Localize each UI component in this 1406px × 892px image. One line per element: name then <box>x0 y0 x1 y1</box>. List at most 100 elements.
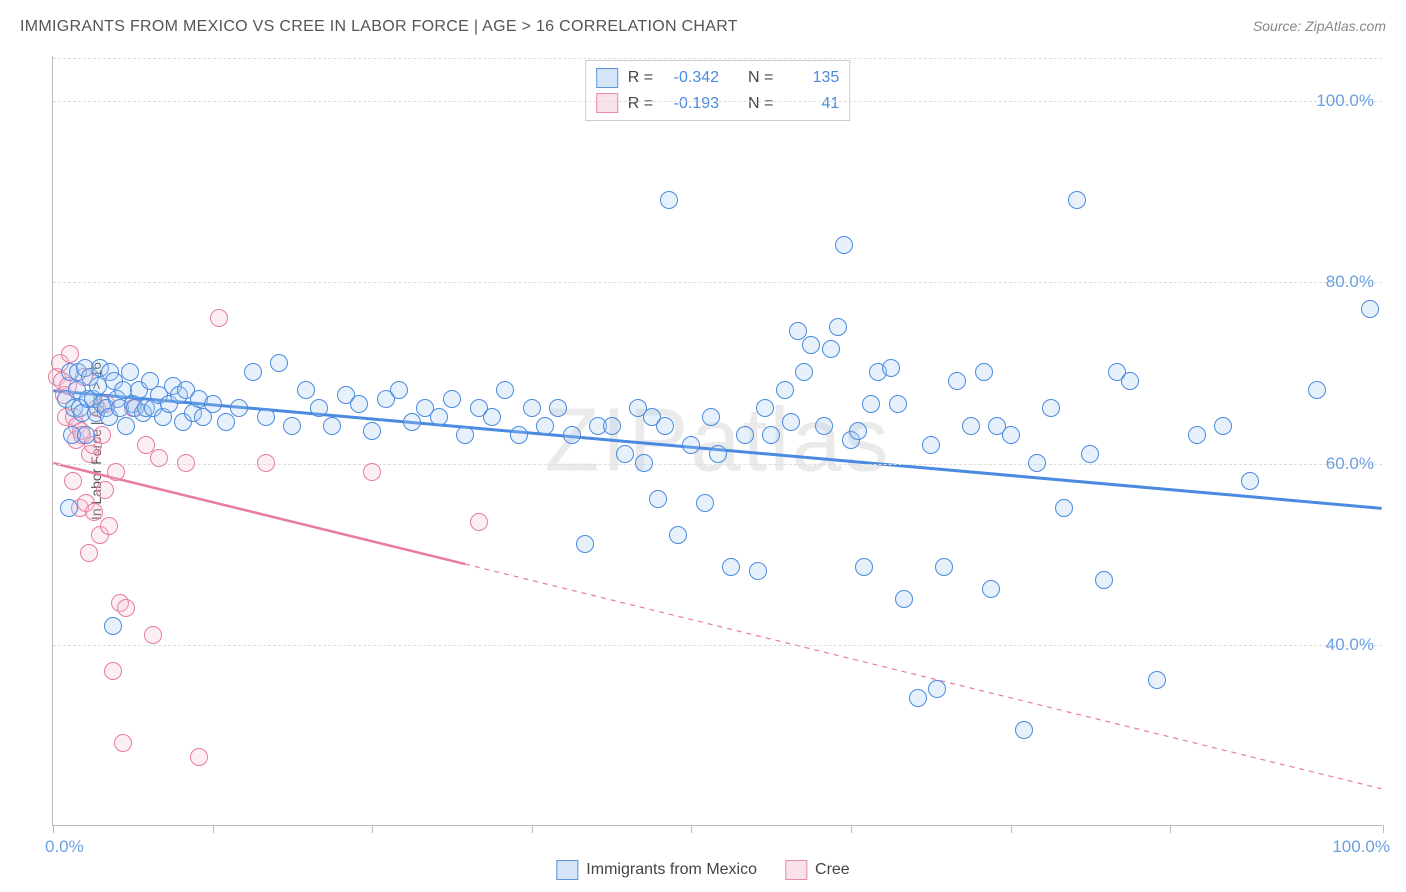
mexico-point <box>297 381 315 399</box>
x-tick <box>1383 825 1384 833</box>
x-tick <box>372 825 373 833</box>
x-tick <box>213 825 214 833</box>
mexico-point <box>603 417 621 435</box>
mexico-point <box>835 236 853 254</box>
mexico-point <box>682 436 700 454</box>
r-value-cree: -0.193 <box>663 91 719 117</box>
mexico-point <box>736 426 754 444</box>
mexico-point <box>975 363 993 381</box>
cree-point <box>363 463 381 481</box>
mexico-point <box>922 436 940 454</box>
mexico-point <box>576 535 594 553</box>
mexico-point <box>1015 721 1033 739</box>
stats-legend-box: R =-0.342 N =135R = -0.193 N = 41 <box>585 60 851 121</box>
mexico-point <box>1121 372 1139 390</box>
stats-row-mexico: R =-0.342 N =135 <box>596 65 840 91</box>
mexico-point <box>1148 671 1166 689</box>
mexico-point <box>549 399 567 417</box>
legend-swatch-cree <box>785 860 807 880</box>
mexico-point <box>363 422 381 440</box>
cree-point <box>64 472 82 490</box>
legend-label-mexico: Immigrants from Mexico <box>586 861 757 879</box>
x-tick <box>691 825 692 833</box>
mexico-point <box>523 399 541 417</box>
mexico-point <box>510 426 528 444</box>
r-label: R = <box>628 65 653 91</box>
mexico-point <box>121 363 139 381</box>
cree-point <box>190 748 208 766</box>
legend-swatch-mexico <box>596 68 618 88</box>
mexico-point <box>1081 445 1099 463</box>
mexico-point <box>60 499 78 517</box>
mexico-point <box>77 426 95 444</box>
mexico-point <box>762 426 780 444</box>
mexico-point <box>1055 499 1073 517</box>
source-credit: Source: ZipAtlas.com <box>1253 18 1386 34</box>
mexico-point <box>257 408 275 426</box>
mexico-point <box>1042 399 1060 417</box>
mexico-point <box>862 395 880 413</box>
mexico-point <box>696 494 714 512</box>
x-tick <box>532 825 533 833</box>
mexico-point <box>982 580 1000 598</box>
legend-label-cree: Cree <box>815 861 850 879</box>
mexico-point <box>443 390 461 408</box>
mexico-point <box>456 426 474 444</box>
series-legend: Immigrants from Mexico Cree <box>556 860 849 880</box>
mexico-point <box>656 417 674 435</box>
cree-point <box>85 503 103 521</box>
chart-title: IMMIGRANTS FROM MEXICO VS CREE IN LABOR … <box>20 18 738 36</box>
mexico-point <box>323 417 341 435</box>
mexico-point <box>483 408 501 426</box>
gridline <box>53 645 1382 646</box>
mexico-point <box>895 590 913 608</box>
trend-lines-layer <box>53 56 1382 825</box>
y-tick-label: 100.0% <box>1316 91 1374 111</box>
mexico-point <box>928 680 946 698</box>
mexico-point <box>815 417 833 435</box>
mexico-point <box>390 381 408 399</box>
mexico-point <box>350 395 368 413</box>
cree-trendline-dashed <box>465 564 1382 789</box>
cree-point <box>210 309 228 327</box>
mexico-point <box>882 359 900 377</box>
mexico-point <box>563 426 581 444</box>
mexico-point <box>1095 571 1113 589</box>
cree-point <box>61 345 79 363</box>
mexico-point <box>1241 472 1259 490</box>
cree-point <box>177 454 195 472</box>
mexico-point <box>1002 426 1020 444</box>
cree-point <box>257 454 275 472</box>
mexico-point <box>270 354 288 372</box>
mexico-point <box>948 372 966 390</box>
n-label: N = <box>748 91 773 117</box>
mexico-point <box>795 363 813 381</box>
x-tick <box>53 825 54 833</box>
mexico-point <box>776 381 794 399</box>
y-tick-label: 80.0% <box>1326 272 1374 292</box>
mexico-point <box>909 689 927 707</box>
x-tick <box>851 825 852 833</box>
source-link[interactable]: ZipAtlas.com <box>1305 18 1386 34</box>
cree-point <box>80 544 98 562</box>
y-tick-label: 60.0% <box>1326 454 1374 474</box>
n-value-cree: 41 <box>783 91 839 117</box>
mexico-point <box>749 562 767 580</box>
mexico-point <box>1361 300 1379 318</box>
mexico-point <box>635 454 653 472</box>
mexico-point <box>962 417 980 435</box>
cree-point <box>144 626 162 644</box>
mexico-point <box>204 395 222 413</box>
cree-point <box>104 662 122 680</box>
cree-point <box>470 513 488 531</box>
n-label: N = <box>748 65 773 91</box>
mexico-point <box>702 408 720 426</box>
mexico-point <box>649 490 667 508</box>
mexico-point <box>217 413 235 431</box>
mexico-point <box>822 340 840 358</box>
mexico-point <box>230 399 248 417</box>
cree-point <box>93 426 111 444</box>
cree-point <box>96 481 114 499</box>
gridline <box>53 101 1382 102</box>
mexico-point <box>244 363 262 381</box>
